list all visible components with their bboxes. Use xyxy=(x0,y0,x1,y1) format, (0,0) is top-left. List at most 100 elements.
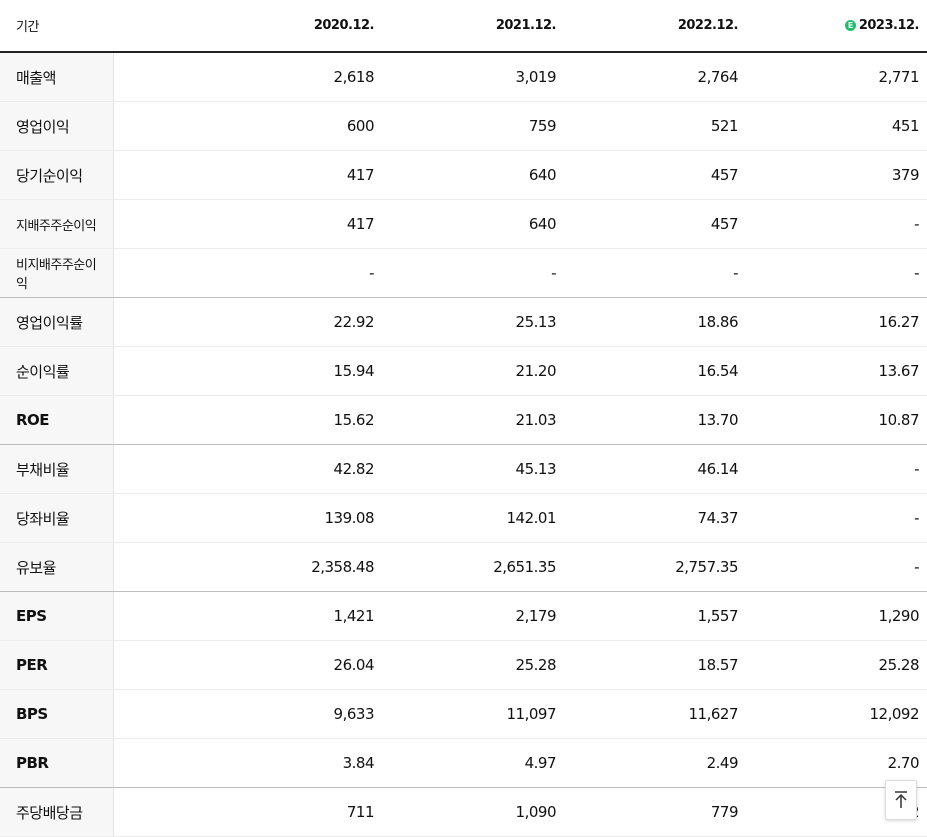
table-row: 당기순이익 417 640 457 379 xyxy=(0,150,927,200)
row-value: 18.57 xyxy=(564,640,746,690)
row-value: 640 xyxy=(382,150,564,200)
row-value: 457 xyxy=(564,199,746,249)
row-value: - xyxy=(746,542,927,592)
row-label: 당좌비율 xyxy=(0,493,114,543)
row-value: 15.94 xyxy=(113,346,382,396)
row-value: 521 xyxy=(564,101,746,151)
table-row: ROE 15.62 21.03 13.70 10.87 xyxy=(0,395,927,445)
period-header-2022: 2022.12. xyxy=(564,0,746,53)
arrow-up-to-top-icon xyxy=(895,791,907,808)
table-row: BPS 9,633 11,097 11,627 12,092 xyxy=(0,689,927,739)
row-value: 417 xyxy=(113,150,382,200)
row-label: 영업이익률 xyxy=(0,297,114,347)
table-row: 매출액 2,618 3,019 2,764 2,771 xyxy=(0,52,927,102)
row-value: 2.70 xyxy=(746,738,927,788)
row-value: 18.86 xyxy=(564,297,746,347)
row-value: 12,092 xyxy=(746,689,927,739)
scroll-to-top-button[interactable] xyxy=(885,780,917,820)
row-value: 42.82 xyxy=(113,444,382,494)
row-value: - xyxy=(746,199,927,249)
row-value: 74.37 xyxy=(564,493,746,543)
row-value: - xyxy=(382,248,564,298)
row-label: PER xyxy=(0,640,114,690)
row-value: 600 xyxy=(113,101,382,151)
row-value: 16.27 xyxy=(746,297,927,347)
period-header-label: 기간 xyxy=(0,0,113,53)
row-value: 16.54 xyxy=(564,346,746,396)
row-value: 1,290 xyxy=(746,591,927,641)
row-label: 유보율 xyxy=(0,542,114,592)
row-value: 2,757.35 xyxy=(564,542,746,592)
table-row: 주당배당금 711 1,090 779 2 xyxy=(0,787,927,837)
row-value: 21.03 xyxy=(382,395,564,445)
row-value: 1,557 xyxy=(564,591,746,641)
row-label: 주당배당금 xyxy=(0,787,114,837)
row-value: 26.04 xyxy=(113,640,382,690)
row-value: 711 xyxy=(113,787,382,837)
row-value: 11,097 xyxy=(382,689,564,739)
row-label: 영업이익 xyxy=(0,101,114,151)
table-row: EPS 1,421 2,179 1,557 1,290 xyxy=(0,591,927,641)
table-row: 유보율 2,358.48 2,651.35 2,757.35 - xyxy=(0,542,927,592)
row-value: 2,651.35 xyxy=(382,542,564,592)
row-value: 25.28 xyxy=(382,640,564,690)
row-value: 13.70 xyxy=(564,395,746,445)
row-value: 417 xyxy=(113,199,382,249)
row-value: 2,618 xyxy=(113,52,382,102)
estimate-badge-icon: E xyxy=(844,20,856,31)
period-header-2021: 2021.12. xyxy=(382,0,564,53)
table-row: 순이익률 15.94 21.20 16.54 13.67 xyxy=(0,346,927,396)
row-value: 11,627 xyxy=(564,689,746,739)
row-value: 9,633 xyxy=(113,689,382,739)
table-row: 영업이익률 22.92 25.13 18.86 16.27 xyxy=(0,297,927,347)
row-label: 부채비율 xyxy=(0,444,114,494)
row-label: PBR xyxy=(0,738,114,788)
period-header-2020: 2020.12. xyxy=(113,0,382,53)
row-value: 3.84 xyxy=(113,738,382,788)
row-value: 45.13 xyxy=(382,444,564,494)
row-value: 1,090 xyxy=(382,787,564,837)
row-value: 759 xyxy=(382,101,564,151)
row-value: - xyxy=(113,248,382,298)
row-value: 779 xyxy=(564,787,746,837)
row-value: 142.01 xyxy=(382,493,564,543)
row-value: 4.97 xyxy=(382,738,564,788)
row-value: 379 xyxy=(746,150,927,200)
table-row: 비지배주주순이익 - - - - xyxy=(0,248,927,298)
row-value: 3,019 xyxy=(382,52,564,102)
row-value: 25.13 xyxy=(382,297,564,347)
row-label: 지배주주순이익 xyxy=(0,199,114,249)
row-value: 10.87 xyxy=(746,395,927,445)
row-value: 22.92 xyxy=(113,297,382,347)
row-label: 비지배주주순이익 xyxy=(0,248,114,298)
table-row: 영업이익 600 759 521 451 xyxy=(0,101,927,151)
table-header-row: 기간 2020.12. 2021.12. 2022.12. E 2023.12. xyxy=(0,0,927,53)
row-label: ROE xyxy=(0,395,114,445)
table-row: PER 26.04 25.28 18.57 25.28 xyxy=(0,640,927,690)
row-value: 2,764 xyxy=(564,52,746,102)
row-label: 당기순이익 xyxy=(0,150,114,200)
row-value: 2,771 xyxy=(746,52,927,102)
row-value: 457 xyxy=(564,150,746,200)
row-value: 2,179 xyxy=(382,591,564,641)
row-value: - xyxy=(746,493,927,543)
row-value: - xyxy=(564,248,746,298)
row-value: 21.20 xyxy=(382,346,564,396)
row-value: 451 xyxy=(746,101,927,151)
row-value: 640 xyxy=(382,199,564,249)
table-row: 부채비율 42.82 45.13 46.14 - xyxy=(0,444,927,494)
row-label: 순이익률 xyxy=(0,346,114,396)
row-label: BPS xyxy=(0,689,114,739)
row-value: 1,421 xyxy=(113,591,382,641)
row-value: 15.62 xyxy=(113,395,382,445)
row-value: 46.14 xyxy=(564,444,746,494)
table-row: 당좌비율 139.08 142.01 74.37 - xyxy=(0,493,927,543)
row-value: 2.49 xyxy=(564,738,746,788)
period-header-2023: E 2023.12. xyxy=(746,0,927,53)
table-row: PBR 3.84 4.97 2.49 2.70 xyxy=(0,738,927,788)
row-value: 13.67 xyxy=(746,346,927,396)
period-header-2023-label: 2023.12. xyxy=(858,18,920,33)
row-value: 139.08 xyxy=(113,493,382,543)
row-label: 매출액 xyxy=(0,52,114,102)
